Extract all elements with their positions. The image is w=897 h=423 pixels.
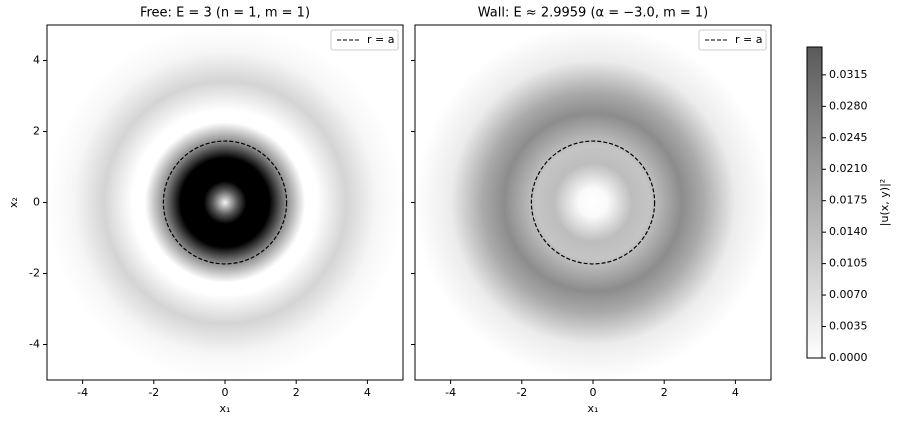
x-tick-label: -2 xyxy=(148,386,159,399)
x-tick-label: 0 xyxy=(222,386,229,399)
colorbar xyxy=(806,46,823,359)
colorbar-tick-label: 0.0315 xyxy=(829,68,868,81)
x-tick-label: 0 xyxy=(590,386,597,399)
colorbar-tick-label: 0.0000 xyxy=(829,351,868,364)
legend-label: r = a xyxy=(367,33,394,46)
colorbar-tick-label: 0.0245 xyxy=(829,131,868,144)
y-tick-label: 4 xyxy=(33,54,40,67)
colorbar-tick-label: 0.0210 xyxy=(829,162,868,175)
x-tick-label: -2 xyxy=(516,386,527,399)
plot-area xyxy=(47,25,403,380)
chart-title: Free: E = 3 (n = 1, m = 1) xyxy=(140,6,310,21)
y-tick-label: -4 xyxy=(29,338,40,351)
y-tick-label: 0 xyxy=(33,196,40,209)
chart-title: Wall: E ≈ 2.9959 (α = −3.0, m = 1) xyxy=(478,6,709,21)
legend-label: r = a xyxy=(735,33,762,46)
x-axis-label: x₁ xyxy=(588,402,599,415)
y-axis-label: x₂ xyxy=(7,197,20,208)
colorbar-tick-label: 0.0105 xyxy=(829,257,868,270)
x-tick-label: 4 xyxy=(732,386,739,399)
plot-area xyxy=(415,25,771,380)
legend-box xyxy=(698,29,767,51)
legend-box xyxy=(330,29,399,51)
colorbar-tick-label: 0.0280 xyxy=(829,99,868,112)
wall-circle xyxy=(530,140,656,265)
colorbar-tick-label: 0.0035 xyxy=(829,320,868,333)
density-field xyxy=(415,25,771,380)
x-tick-label: -4 xyxy=(445,386,456,399)
colorbar-tick-label: 0.0070 xyxy=(829,288,868,301)
colorbar-label: |u(x, y)|² xyxy=(878,179,891,226)
x-tick-label: 4 xyxy=(364,386,371,399)
density-field xyxy=(47,25,403,380)
y-tick-label: -2 xyxy=(29,267,40,280)
x-tick-label: -4 xyxy=(77,386,88,399)
x-tick-label: 2 xyxy=(661,386,668,399)
colorbar-tick-label: 0.0140 xyxy=(829,225,868,238)
x-axis-label: x₁ xyxy=(220,402,231,415)
x-tick-label: 2 xyxy=(293,386,300,399)
y-tick-label: 2 xyxy=(33,125,40,138)
colorbar-tick-label: 0.0175 xyxy=(829,194,868,207)
wall-circle xyxy=(162,140,288,265)
